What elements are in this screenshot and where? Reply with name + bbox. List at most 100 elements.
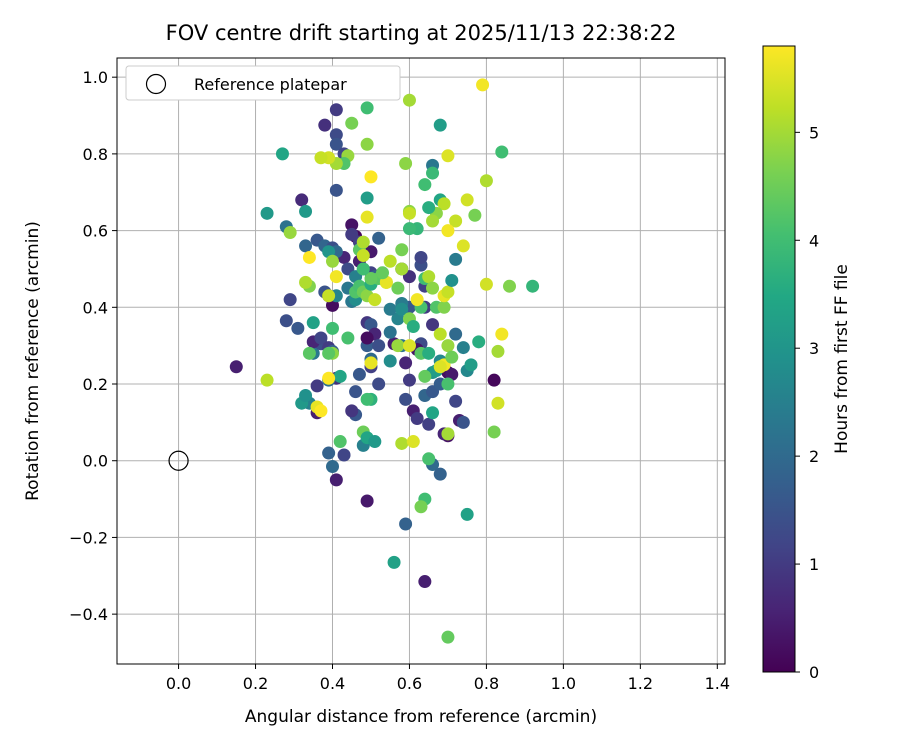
data-point	[345, 227, 359, 241]
data-point	[391, 339, 405, 353]
data-point	[372, 339, 386, 353]
data-point	[372, 377, 386, 391]
data-point	[360, 494, 374, 508]
data-point	[449, 394, 463, 408]
data-point	[433, 360, 447, 374]
legend-label-reference: Reference platepar	[194, 75, 347, 94]
data-point	[383, 354, 397, 368]
grid	[117, 58, 725, 664]
data-point	[275, 147, 289, 161]
data-point	[526, 279, 540, 293]
data-point	[399, 156, 413, 170]
data-point	[418, 369, 432, 383]
x-tick-label: 0.4	[320, 674, 345, 693]
data-point	[383, 302, 397, 316]
data-point	[299, 389, 313, 403]
x-axis-label: Angular distance from reference (arcmin)	[245, 707, 597, 727]
data-point	[422, 201, 436, 215]
data-point	[426, 318, 440, 332]
legend-box	[125, 65, 401, 101]
data-point	[314, 151, 328, 165]
y-tick-label: 0.8	[83, 145, 108, 164]
data-point	[329, 183, 343, 197]
data-point	[476, 78, 490, 92]
data-point	[360, 210, 374, 224]
colorbar-tick-label: 1	[809, 555, 819, 574]
data-point	[329, 103, 343, 117]
data-point	[299, 204, 313, 218]
data-point	[399, 356, 413, 370]
data-point	[360, 191, 374, 205]
data-point	[325, 254, 339, 268]
data-point	[441, 285, 455, 299]
data-point	[437, 197, 451, 211]
x-tick-label: 1.0	[551, 674, 576, 693]
data-point	[314, 331, 328, 345]
y-tick-label: 0.6	[83, 222, 108, 241]
data-point	[410, 412, 424, 426]
data-point	[345, 116, 359, 130]
data-point	[449, 214, 463, 228]
data-point	[495, 145, 509, 159]
data-point	[426, 214, 440, 228]
data-point	[414, 250, 428, 264]
data-point	[437, 300, 451, 314]
data-point	[406, 435, 420, 449]
data-point	[422, 452, 436, 466]
data-point	[364, 356, 378, 370]
colorbar-tick-label: 2	[809, 447, 819, 466]
data-point	[460, 193, 474, 207]
data-point	[322, 446, 336, 460]
data-point	[322, 371, 336, 385]
data-point	[345, 404, 359, 418]
colorbar-tick-label: 3	[809, 339, 819, 358]
data-point	[376, 266, 390, 280]
data-point	[329, 270, 343, 284]
data-point	[229, 360, 243, 374]
data-point	[314, 404, 328, 418]
data-point	[279, 314, 293, 328]
data-point	[418, 178, 432, 192]
data-point	[495, 327, 509, 341]
data-point	[445, 350, 459, 364]
data-point	[356, 262, 370, 276]
data-point	[418, 575, 432, 589]
data-point	[260, 206, 274, 220]
data-point	[360, 331, 374, 345]
data-point	[372, 231, 386, 245]
reference-marker-group	[168, 450, 189, 471]
data-point	[299, 275, 313, 289]
data-point	[349, 385, 363, 399]
data-point	[395, 262, 409, 276]
data-point	[479, 174, 493, 188]
data-point	[337, 448, 351, 462]
data-point	[391, 281, 405, 295]
data-point	[399, 517, 413, 531]
y-tick-label: 0.4	[83, 298, 108, 317]
data-point	[322, 289, 336, 303]
data-point	[441, 427, 455, 441]
chart-title: FOV centre drift starting at 2025/11/13 …	[166, 21, 677, 45]
reference-marker	[168, 450, 189, 471]
y-tick-label: 1.0	[83, 68, 108, 87]
data-point	[426, 406, 440, 420]
data-point	[260, 373, 274, 387]
data-point	[299, 239, 313, 253]
colorbar-ticks: 0 1 2 3 4 5	[795, 123, 819, 682]
data-point	[422, 346, 436, 360]
data-point	[283, 226, 297, 240]
data-point	[406, 319, 420, 333]
data-point	[383, 325, 397, 339]
data-point	[414, 500, 428, 514]
plot-frame	[116, 57, 726, 665]
y-axis-label: Rotation from reference (arcmin)	[23, 221, 43, 501]
data-point	[445, 273, 459, 287]
data-point	[329, 137, 343, 151]
data-point	[395, 436, 409, 450]
y-tick-label: 0.0	[83, 452, 108, 471]
data-point	[399, 392, 413, 406]
y-axis-ticks: −0.4 −0.2 0.0 0.2 0.4 0.6 0.8 1.0	[69, 68, 117, 624]
data-point	[383, 254, 397, 268]
data-point	[295, 193, 309, 207]
